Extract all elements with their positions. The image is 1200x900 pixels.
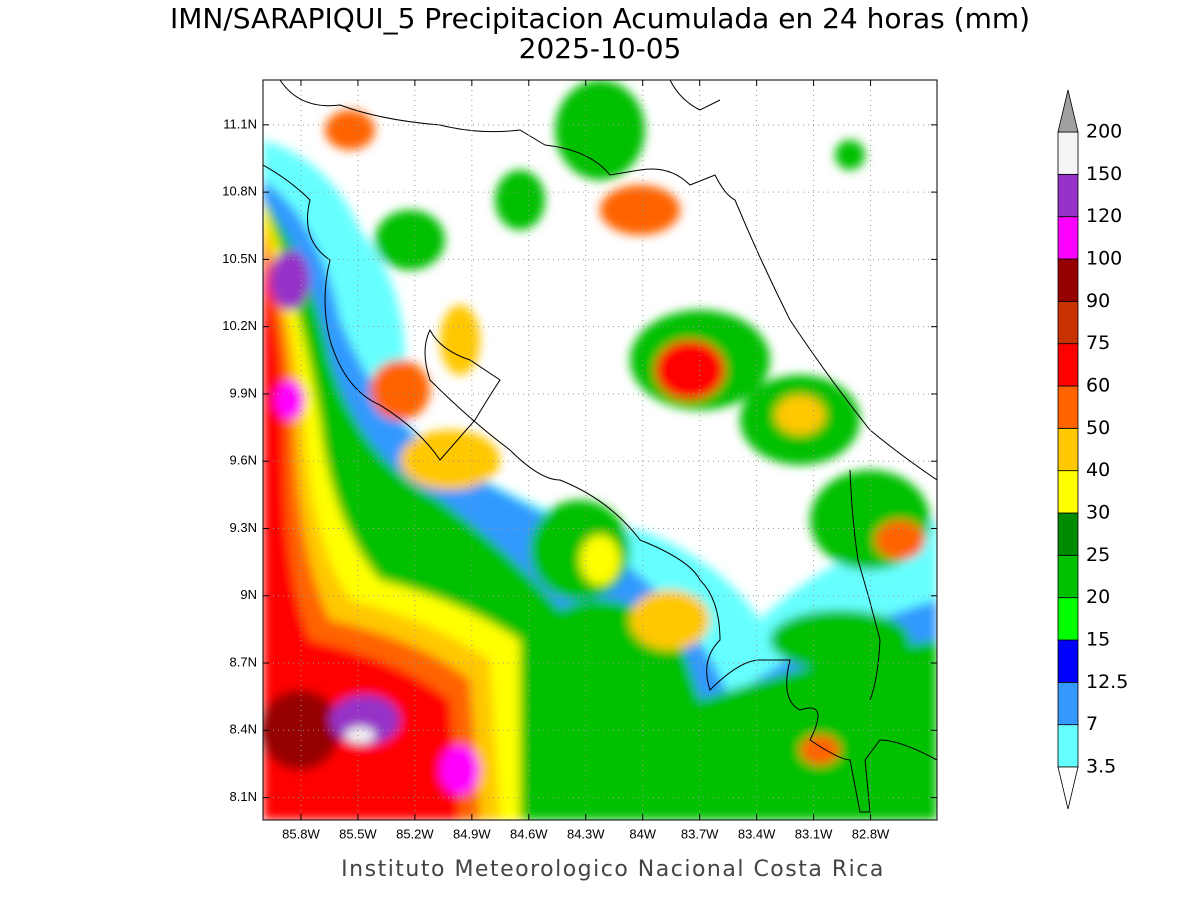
x-tick-label: 84.6W [510,826,548,841]
grid: 85.8W 85.5W 85.2W 84.9W 84.6W 84.3W 84W 83.7W 83… [222,80,937,841]
colorbar-segment [1057,343,1079,387]
colorbar-segment [1057,131,1079,175]
colorbar-segment [1057,258,1079,302]
x-tick-label: 84.3W [567,826,605,841]
x-tick-label: 84.9W [453,826,491,841]
precip-field [263,80,937,820]
colorbar-segment [1057,512,1079,556]
colorbar-label: 60 [1086,375,1110,397]
y-tick-label: 10.2N [222,318,257,333]
colorbar-segment [1057,427,1079,472]
colorbar-segment [1057,470,1079,514]
colorbar-label: 7 [1086,713,1098,735]
plot-frame [262,79,938,821]
colorbar-label: 25 [1086,544,1110,566]
colorbar-under [1057,766,1079,810]
colorbar-label: 150 [1086,163,1122,185]
x-tick-label: 83.1W [795,826,833,841]
y-tick-label: 11.1N [223,116,257,131]
y-tick-label: 10.8N [222,184,257,199]
colorbar-over [1057,89,1079,133]
y-tick-label: 9N [240,587,257,602]
x-tick-label: 83.7W [681,826,719,841]
colorbar-segment [1057,597,1079,641]
colorbar-label: 20 [1086,586,1110,608]
footer: Instituto Meteorologico Nacional Costa R… [341,857,885,882]
colorbar-segment [1057,173,1079,218]
colorbar-label: 200 [1086,121,1122,143]
y-tick-label: 8.7N [230,654,257,669]
colorbar-segment [1057,385,1079,429]
x-tick-label: 85.8W [282,826,320,841]
colorbar-segment [1057,681,1079,726]
x-tick-label: 84W [629,826,656,841]
x-tick-label: 85.2W [396,826,434,841]
y-tick-label: 9.9N [230,385,257,400]
colorbar-label: 120 [1086,205,1122,227]
y-tick-label: 9.6N [230,453,257,468]
colorbar-label: 75 [1086,332,1110,354]
colorbar-segment [1057,639,1079,683]
colorbar-label: 100 [1086,248,1122,270]
colorbar-label: 3.5 [1086,756,1116,778]
colorbar-label: 30 [1086,502,1110,524]
colorbar-label: 50 [1086,417,1110,439]
colorbar-segment [1057,724,1079,768]
y-tick-label: 8.4N [230,722,257,737]
x-tick-label: 82.8W [852,826,890,841]
colorbar-label: 15 [1086,629,1110,651]
colorbar-segment [1057,300,1079,345]
colorbar-label: 12.5 [1086,671,1128,693]
title: IMN/SARAPIQUI_5 Precipitacion Acumulada … [170,2,1030,35]
y-tick-label: 9.3N [230,520,257,535]
y-tick-label: 8.1N [230,789,257,804]
x-tick-label: 83.4W [738,826,776,841]
subtitle: 2025-10-05 [519,32,682,65]
x-tick-label: 85.5W [339,826,377,841]
colorbar-segment [1057,554,1079,599]
colorbar-segment [1057,216,1079,260]
colorbar: 3.5 7 12.5 15 20 25 30 40 50 60 75 90 100 120 150 200 [1057,89,1128,810]
colorbar-label: 90 [1086,290,1110,312]
colorbar-label: 40 [1086,459,1110,481]
y-tick-label: 10.5N [222,251,257,266]
